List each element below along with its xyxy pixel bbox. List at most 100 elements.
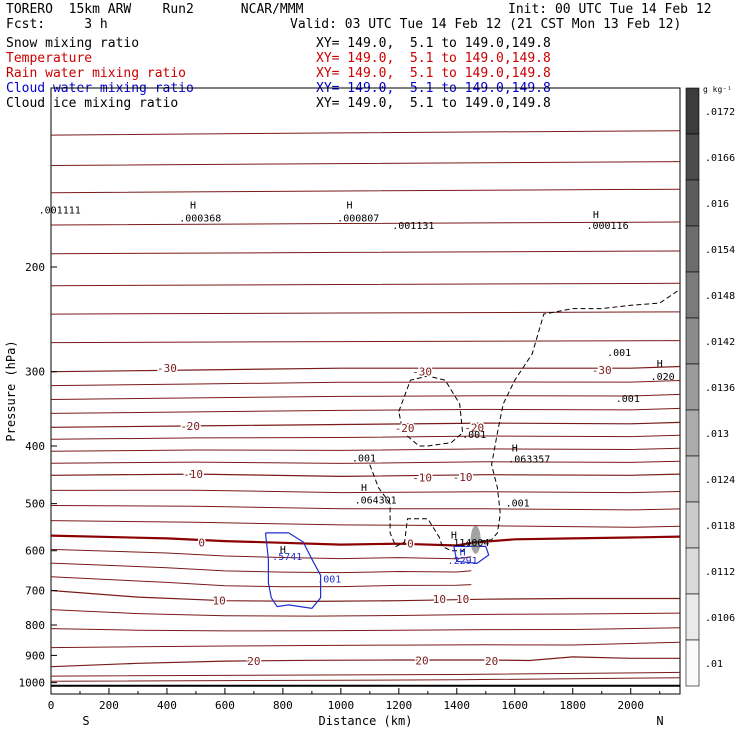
extremum-label: .001 [352, 453, 376, 464]
isotherm-line-minor [50, 562, 472, 574]
extremum-label: .001131 [392, 221, 434, 232]
isotherm-line-minor [50, 447, 681, 452]
rain-water-shading [470, 525, 481, 554]
extremum-label: .001111 [39, 205, 81, 216]
colorbar-segment [685, 317, 700, 365]
isotherm-label: -10 [453, 471, 473, 484]
isotherm-line-minor [50, 130, 681, 136]
isotherm-line-minor [50, 520, 681, 528]
isotherm-label: -20 [395, 422, 415, 435]
field-xy-cloud-ice: XY= 149.0, 5.1 to 149.0,149.8 [316, 96, 551, 111]
isotherm-line-minor [50, 641, 681, 649]
isotherm-line-minor [50, 161, 681, 166]
extremum-label: .001 [462, 430, 486, 441]
extremum-label: H [460, 548, 466, 559]
isotherm-label: 20 [485, 655, 498, 668]
isotherm-line-minor [50, 393, 681, 400]
field-xy-rain: XY= 149.0, 5.1 to 149.0,149.8 [316, 66, 551, 81]
y-tick-label: 800 [25, 619, 45, 632]
field-name-snow: Snow mixing ratio [6, 36, 140, 51]
isotherm-line-minor [50, 380, 681, 387]
extremum-label: .5741 [272, 552, 302, 563]
colorbar-tick-label: .0112 [705, 567, 735, 578]
y-tick-label: 600 [25, 545, 45, 558]
colorbar-segment [685, 271, 700, 319]
x-tick-label: 800 [273, 699, 293, 712]
colorbar-segment [685, 363, 700, 411]
y-tick-label: 1000 [19, 677, 46, 690]
isotherm-label: -30 [412, 366, 432, 379]
isotherm-line-minor [50, 221, 681, 226]
cloud-water-contour-1 [453, 545, 490, 564]
header-valid-time: Valid: 03 UTC Tue 14 Feb 12 (21 CST Mon … [290, 17, 682, 32]
isotherm--20 [50, 421, 681, 428]
field-name-temperature: Temperature [6, 51, 93, 66]
isotherm-label: -20 [464, 421, 484, 434]
x-tick-label: 1800 [560, 699, 587, 712]
isotherm-line-minor [50, 460, 681, 464]
extremum-label: .000807 [337, 213, 379, 224]
isotherm-label: 10 [433, 593, 446, 606]
x-tick-label: 200 [99, 699, 119, 712]
extremum-label: .001 [607, 348, 631, 359]
colorbar-tick-label: .0142 [705, 337, 735, 348]
y-tick-label: 300 [25, 366, 45, 379]
field-name-rain: Rain water mixing ratio [6, 66, 187, 81]
isotherm-label: -20 [180, 420, 200, 433]
isotherm-line-minor [50, 407, 681, 414]
isotherm-line-minor [50, 311, 681, 315]
isotherm-line-minor [50, 282, 681, 287]
colorbar-segment [685, 593, 700, 641]
header-init-time: Init: 00 UTC Tue 14 Feb 12 [508, 2, 712, 17]
cloud-water-contour-0 [264, 532, 322, 609]
colorbar-unit: g kg⁻¹ [703, 85, 732, 94]
y-tick-label: 200 [25, 261, 45, 274]
header-line1-left: TORERO 15km ARW Run2 NCAR/MMM [6, 2, 304, 17]
isotherm-line-minor [50, 188, 681, 194]
extremum-label: H [512, 443, 518, 454]
extremum-label: H [347, 200, 353, 211]
isotherm-label: 20 [415, 654, 428, 667]
isotherm--10 [50, 473, 681, 478]
isotherm-line-minor [50, 576, 472, 588]
colorbar-segment [685, 501, 700, 549]
colorbar-tick-label: .0118 [705, 521, 735, 532]
extremum-label: H [451, 531, 457, 542]
colorbar-segment [685, 87, 700, 135]
isotherm-label: 0 [198, 536, 205, 549]
isotherm-10 [50, 589, 680, 603]
x-tick-label: 0 [48, 699, 55, 712]
isotherm-line-minor [50, 250, 681, 255]
y-tick-label: 400 [25, 440, 45, 453]
extremum-label: .063357 [508, 455, 550, 466]
colorbar-segment [685, 455, 700, 503]
extremum-label: .000368 [179, 213, 221, 224]
snow-contour-1 [398, 375, 464, 447]
colorbar-segment [685, 133, 700, 181]
colorbar-segment [685, 547, 700, 595]
isotherm-label: 10 [212, 595, 225, 608]
isotherm-0 [50, 534, 681, 547]
colorbar-tick-label: .01 [705, 659, 723, 670]
extremum-label: H [593, 210, 599, 221]
colorbar-segment [685, 179, 700, 227]
extremum-label: H [280, 545, 286, 556]
isotherm-label: 10 [456, 593, 469, 606]
snow-contour-0 [369, 288, 681, 552]
isotherm-label: -30 [157, 362, 177, 375]
isotherm-label: -10 [412, 472, 432, 485]
isotherm-label: -30 [592, 364, 612, 377]
colorbar-tick-label: .0172 [705, 107, 735, 118]
colorbar-segment [685, 409, 700, 457]
colorbar-segment [685, 639, 700, 687]
isotherm--30 [50, 365, 681, 373]
x-tick-label: 600 [215, 699, 235, 712]
colorbar-tick-label: .0166 [705, 153, 735, 164]
extremum-label: H [190, 200, 196, 211]
colorbar-tick-label: .013 [705, 429, 729, 440]
y-tick-label: 700 [25, 585, 45, 598]
isotherm-line-minor [50, 340, 681, 344]
colorbar-tick-label: .016 [705, 199, 729, 210]
